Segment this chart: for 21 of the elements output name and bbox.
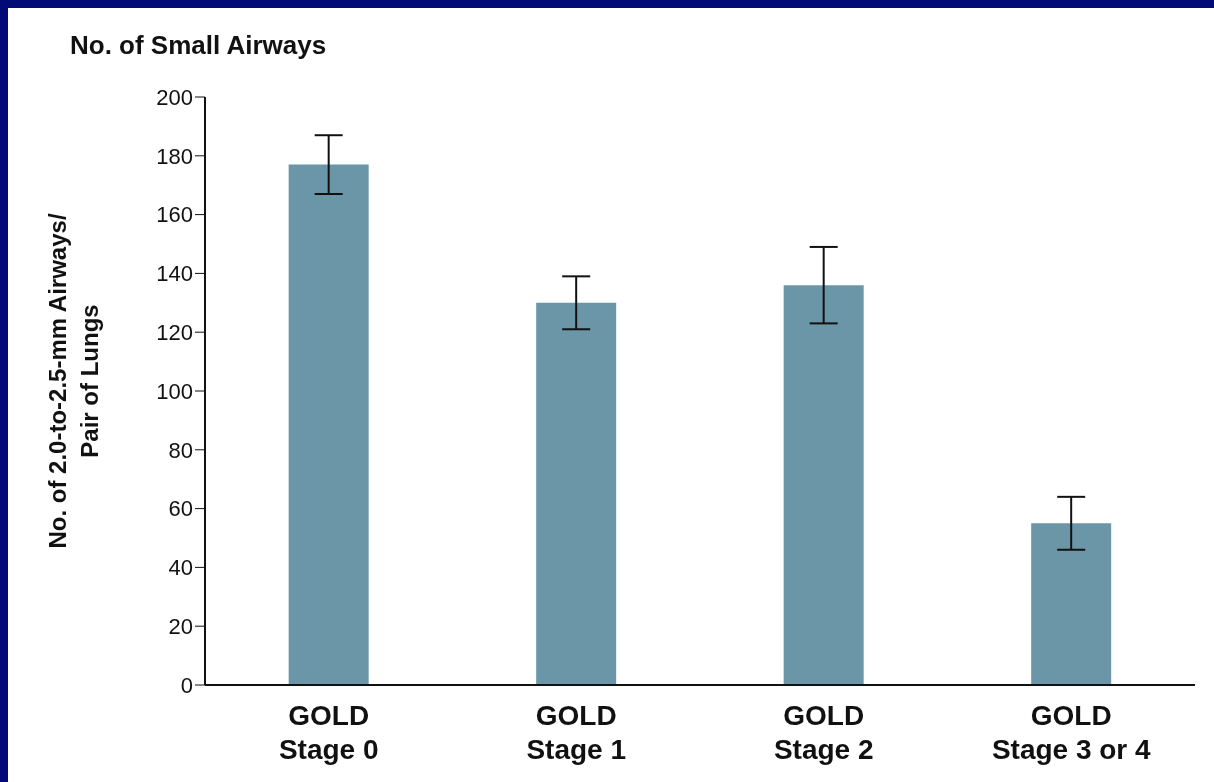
bar bbox=[288, 164, 369, 685]
bar bbox=[1031, 523, 1112, 685]
y-tick-label: 160 bbox=[156, 202, 193, 228]
bar bbox=[783, 285, 864, 685]
x-tick-label: GOLD Stage 3 or 4 bbox=[991, 700, 1152, 765]
y-tick-label: 80 bbox=[168, 437, 193, 463]
y-axis-title: No. of 2.0-to-2.5-mm Airways/ Pair of Lungs bbox=[44, 213, 103, 549]
y-tick-label: 60 bbox=[168, 496, 193, 522]
x-tick-label: GOLD Stage 0 bbox=[278, 700, 379, 765]
chart-title: No. of Small Airways bbox=[70, 30, 327, 61]
y-tick-label: 20 bbox=[168, 614, 193, 640]
y-tick-label: 40 bbox=[168, 555, 193, 581]
x-tick-label: GOLD Stage 1 bbox=[526, 700, 627, 765]
y-tick-label: 200 bbox=[156, 84, 193, 110]
y-tick-label: 0 bbox=[180, 672, 193, 698]
y-tick-label: 180 bbox=[156, 143, 193, 169]
y-tick-label: 140 bbox=[156, 261, 193, 287]
y-tick-label: 100 bbox=[156, 378, 193, 404]
y-tick-label: 120 bbox=[156, 320, 193, 346]
bar bbox=[536, 302, 617, 685]
x-tick-label: GOLD Stage 2 bbox=[773, 700, 874, 765]
